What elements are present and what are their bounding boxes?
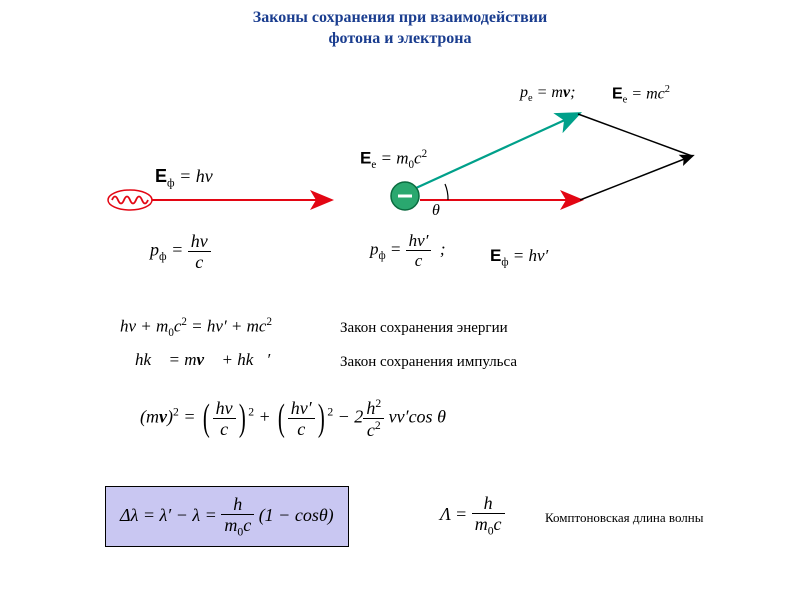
title-line-1: Законы сохранения при взаимодействии [253,9,547,26]
title-line-2: фотона и электрона [328,30,471,47]
energy-conservation-label: Закон сохранения энергии [340,320,508,337]
e-electron-after: Ee = mc2 [612,84,670,106]
momentum-conservation-eq: hk⃗ = mv⃗ + hk⃗′ [135,350,270,370]
momentum-side-1 [580,156,692,200]
compton-wavelength-label: Комптоновская длина волны [545,510,703,526]
page-title: Законы сохранения при взаимодействии фот… [0,8,800,50]
e-electron-before: Ee = m0c2 [360,148,427,171]
p-photon-out: pф = hν′c ; [370,232,446,269]
p-electron-after: pe = mv; [520,84,575,104]
energy-conservation-eq: hν + m0c2 = hν′ + mc2 [120,316,272,339]
electron-icon [391,182,419,210]
delta-lambda-box: Δλ = λ′ − λ = hm0c (1 − cosθ) [105,486,349,547]
p-photon-in: pф = hνc [150,232,211,271]
theta-arc [445,184,448,200]
compton-squared-eq: (mv)2 = (hνc)2 + (hν′c)2 − 2h2c2 νν′cos … [140,398,446,439]
e-photon-out: Eф = hν′ [490,246,548,268]
photon-wave-icon [112,197,148,204]
momentum-side-2 [578,114,692,156]
e-photon-in: Eф = hν [155,166,213,190]
momentum-conservation-label: Закон сохранения импульса [340,354,517,371]
photon-source-outline [108,190,152,210]
compton-wavelength-eq: Λ = hm0c [440,494,505,537]
scattered-electron-arrow [416,114,578,188]
theta-label: θ [432,202,440,220]
